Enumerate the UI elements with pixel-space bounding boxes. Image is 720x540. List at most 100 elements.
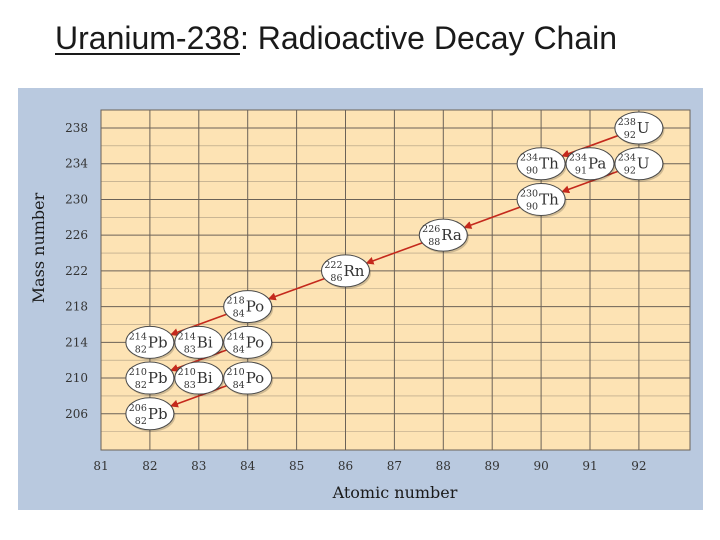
y-tick-label: 226 (65, 228, 88, 242)
alpha-decay-arrow (365, 242, 423, 265)
alpha-decay-arrow (170, 349, 227, 372)
element-symbol: Th (539, 190, 559, 208)
alpha-decay-arrow (463, 206, 521, 229)
x-tick-label: 88 (436, 459, 451, 473)
atomic-number-label: 91 (575, 166, 587, 177)
axis-ticks: 81 82 83 84 85 86 87 88 89 90 91 922382342302262222… (65, 121, 646, 473)
x-tick-label: 92 (631, 459, 646, 473)
element-symbol: Po (246, 333, 265, 351)
nuclide-pa-234: 234 91 Pa (565, 147, 616, 182)
nuclide-th-230: 230 90 Th (516, 182, 567, 218)
element-symbol: U (637, 155, 650, 173)
atomic-number-label: 83 (184, 344, 196, 355)
mass-number-label: 214 (227, 331, 245, 342)
nuclide-u-234: 234 92 U (614, 147, 665, 182)
nuclide-bi-214: 214 83 Bi (174, 325, 225, 361)
nuclide-u-238: 238 92 U (614, 111, 665, 146)
alpha-decay-arrow (561, 134, 619, 158)
x-tick-label: 82 (142, 459, 157, 473)
mass-number-label: 222 (324, 260, 342, 271)
nuclide-rn-222: 222 86 Rn (321, 254, 371, 289)
element-symbol: Pb (148, 333, 168, 351)
nuclide-bubble (174, 325, 224, 359)
mass-number-label: 234 (618, 153, 636, 164)
alpha-decay-arrow (267, 277, 325, 301)
nuclide-bubble (125, 361, 175, 395)
atomic-number-label: 88 (428, 237, 440, 248)
nuclide-bubble (418, 218, 468, 252)
nuclide-bubble (614, 147, 664, 181)
nuclide-bubble (516, 182, 566, 216)
y-tick-label: 206 (65, 407, 88, 421)
nuclide-bubble (223, 290, 273, 324)
y-axis-title: Mass number (29, 192, 48, 303)
alpha-decay-arrow (170, 384, 227, 408)
x-axis-title: Atomic number (332, 483, 458, 502)
mass-number-label: 226 (422, 224, 440, 235)
mass-number-label: 210 (178, 367, 196, 378)
nuclide-pb-214: 214 82 Pb (125, 325, 176, 361)
mass-number-label: 214 (129, 331, 147, 342)
element-symbol: Pb (148, 405, 168, 423)
nuclide-ra-226: 226 88 Ra (418, 218, 469, 254)
atomic-number-label: 84 (233, 344, 245, 355)
y-tick-label: 222 (65, 264, 88, 278)
nuclide-pb-206: 206 82 Pb (125, 397, 176, 432)
y-tick-label: 214 (65, 335, 88, 349)
element-symbol: Pb (148, 369, 168, 387)
nuclide-bubble (516, 147, 566, 181)
element-symbol: Po (246, 369, 265, 387)
nuclide-bubble (321, 254, 370, 288)
mass-number-label: 218 (227, 296, 245, 307)
element-symbol: Th (539, 155, 559, 173)
nuclide-po-218: 218 84 Po (223, 290, 274, 325)
x-tick-label: 81 (93, 459, 108, 473)
x-tick-label: 91 (582, 459, 597, 473)
atomic-number-label: 82 (135, 416, 147, 427)
mass-number-label: 210 (227, 367, 245, 378)
x-tick-label: 83 (191, 459, 206, 473)
nuclide-pb-210: 210 82 Pb (125, 361, 176, 397)
mass-number-label: 230 (520, 188, 538, 199)
nuclide-bubble (125, 397, 175, 431)
title-isotope: Uranium-238 (55, 20, 240, 56)
y-tick-label: 218 (65, 300, 88, 314)
mass-number-label: 234 (569, 153, 587, 164)
atomic-number-label: 82 (135, 344, 147, 355)
atomic-number-label: 84 (233, 380, 245, 391)
atomic-number-label: 83 (184, 380, 196, 391)
element-symbol: Bi (197, 369, 213, 387)
alpha-decay-arrow (561, 170, 619, 194)
y-tick-label: 234 (65, 157, 88, 171)
nuclide-bi-210: 210 83 Bi (174, 361, 225, 397)
mass-number-label: 210 (129, 367, 147, 378)
atomic-number-label: 86 (330, 273, 342, 284)
mass-number-label: 234 (520, 153, 538, 164)
atomic-number-label: 90 (526, 166, 538, 177)
nuclide-bubble (223, 361, 273, 395)
element-symbol: Rn (344, 262, 365, 280)
atomic-number-label: 82 (135, 380, 147, 391)
nuclide-bubble (565, 147, 615, 181)
x-tick-label: 84 (240, 459, 256, 473)
mass-number-label: 214 (178, 331, 196, 342)
element-symbol: U (637, 119, 650, 137)
grid-lines (101, 110, 690, 450)
atomic-number-label: 92 (624, 130, 636, 141)
mass-number-label: 206 (129, 403, 147, 414)
y-tick-label: 230 (65, 192, 88, 206)
x-tick-label: 90 (533, 459, 548, 473)
nuclide-bubble (174, 361, 224, 395)
x-tick-label: 89 (485, 459, 500, 473)
x-tick-label: 86 (338, 459, 353, 473)
x-tick-label: 85 (289, 459, 304, 473)
element-symbol: Bi (197, 333, 213, 351)
nuclide-po-210: 210 84 Po (223, 361, 274, 397)
nuclide-bubble (223, 325, 273, 359)
nuclide-bubble (125, 325, 175, 359)
atomic-number-label: 84 (233, 309, 245, 320)
nuclide-th-234: 234 90 Th (516, 147, 567, 182)
y-tick-label: 238 (65, 121, 88, 135)
